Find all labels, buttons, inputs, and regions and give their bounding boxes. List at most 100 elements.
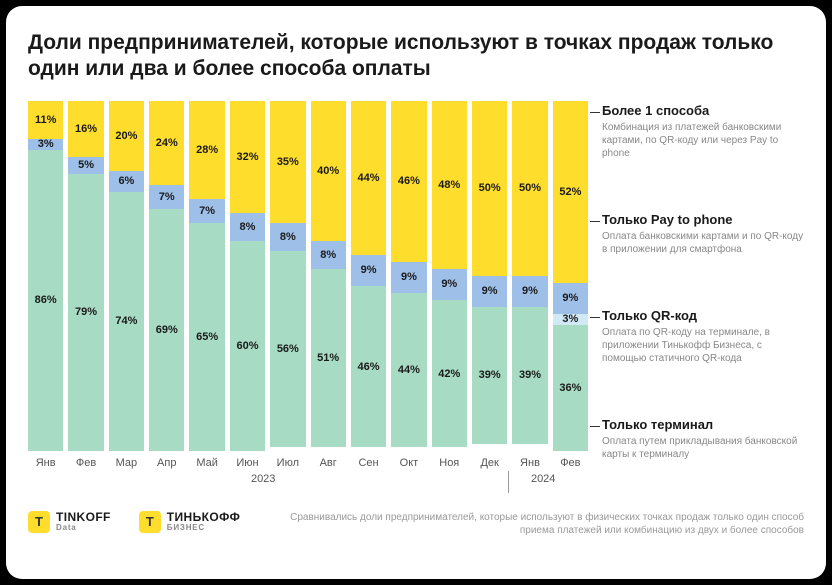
bar-segment-pay_to_phone: 8% [230,213,265,241]
footnote: Сравнивались доли предпринимателей, кото… [278,511,804,538]
chart-card: Доли предпринимателей, которые использую… [6,6,826,579]
bar-segment-qr_only: 3% [553,314,588,325]
chart-title: Доли предпринимателей, которые использую… [28,30,804,83]
bar-segment-pay_to_phone: 3% [28,139,63,150]
bar-segment-terminal_only: 42% [432,300,467,447]
x-axis-label: Янв [28,457,63,469]
legend-connector [590,426,600,427]
bar: 28%7%65% [189,101,224,451]
legend: Более 1 способа Комбинация из платежей ба… [602,101,804,491]
bar: 50%9%39% [472,101,507,451]
bar-segment-terminal_only: 51% [311,269,346,448]
x-axis-label: Янв [512,457,547,469]
bar-segment-more_than_one: 35% [270,101,305,224]
year-divider [508,471,509,493]
bar-segment-pay_to_phone: 6% [109,171,144,192]
logo-mark-icon: T [139,511,161,533]
bar: 24%7%69% [149,101,184,451]
x-axis-label: Дек [472,457,507,469]
year-label: 2023 [251,473,275,485]
bar-segment-terminal_only: 36% [553,325,588,451]
bar-segment-pay_to_phone: 9% [432,269,467,301]
x-axis-label: Апр [149,457,184,469]
bar: 46%9%44% [391,101,426,451]
bar-segment-more_than_one: 24% [149,101,184,185]
bar-segment-pay_to_phone: 5% [68,157,103,175]
bar-segment-terminal_only: 56% [270,251,305,447]
year-label: 2024 [531,473,555,485]
x-axis-label: Фев [553,457,588,469]
x-axis-label: Авг [311,457,346,469]
logo-mark-icon: T [28,511,50,533]
bar: 16%5%79% [68,101,103,451]
legend-desc: Оплата путем прикладывания банковской ка… [602,435,804,461]
bar-segment-pay_to_phone: 8% [270,223,305,251]
brand-logo: T ТИНЬКОФФБИЗНЕС [139,511,240,533]
bar-segment-more_than_one: 50% [472,101,507,276]
legend-item-pay_to_phone: Только Pay to phone Оплата банковскими ка… [602,212,804,256]
bar-segment-terminal_only: 65% [189,223,224,451]
legend-item-more_than_one: Более 1 способа Комбинация из платежей ба… [602,103,804,160]
bar-segment-pay_to_phone: 8% [311,241,346,269]
bar-segment-more_than_one: 48% [432,101,467,269]
logo-text: ТИНЬКОФФБИЗНЕС [167,511,240,533]
footer: T TINKOFFData T ТИНЬКОФФБИЗНЕС Сравнивались… [28,511,804,538]
x-axis-label: Мар [109,457,144,469]
legend-item-terminal_only: Только терминал Оплата путем прикладывани… [602,417,804,461]
bar: 35%8%56% [270,101,305,451]
legend-connector [590,221,600,222]
brand-logo: T TINKOFFData [28,511,111,533]
bar: 11%3%86% [28,101,63,451]
bar: 44%9%46% [351,101,386,451]
bar-segment-terminal_only: 39% [472,307,507,444]
legend-desc: Оплата по QR-коду на терминале, в прилож… [602,326,804,365]
bar: 50%9%39% [512,101,547,451]
bar-segment-more_than_one: 28% [189,101,224,199]
bar-segment-pay_to_phone: 7% [149,185,184,210]
bar-segment-terminal_only: 39% [512,307,547,444]
chart-area: 11%3%86%16%5%79%20%6%74%24%7%69%28%7%65%… [28,101,588,491]
bar-segment-more_than_one: 40% [311,101,346,241]
bar-segment-more_than_one: 16% [68,101,103,157]
x-axis-label: Окт [391,457,426,469]
bar: 32%8%60% [230,101,265,451]
legend-desc: Оплата банковскими картами и по QR-коду … [602,230,804,256]
legend-desc: Комбинация из платежей банковскими карта… [602,121,804,160]
legend-title: Только терминал [602,417,804,432]
bar-segment-more_than_one: 20% [109,101,144,171]
bar-segment-pay_to_phone: 9% [351,255,386,287]
legend-connector [590,112,600,113]
bar-segment-more_than_one: 11% [28,101,63,140]
x-axis-label: Ноя [432,457,467,469]
logo-text: TINKOFFData [56,511,111,533]
bar-segment-terminal_only: 44% [391,293,426,447]
legend-item-qr_only: Только QR-код Оплата по QR-коду на термин… [602,308,804,365]
bar-segment-pay_to_phone: 9% [553,283,588,315]
bar-segment-terminal_only: 86% [28,150,63,451]
bar-segment-more_than_one: 52% [553,101,588,283]
logos: T TINKOFFData T ТИНЬКОФФБИЗНЕС [28,511,240,533]
legend-connector [590,317,600,318]
legend-title: Только QR-код [602,308,804,323]
bar: 20%6%74% [109,101,144,451]
legend-title: Более 1 способа [602,103,804,118]
legend-title: Только Pay to phone [602,212,804,227]
x-axis-label: Май [189,457,224,469]
chart-wrap: 11%3%86%16%5%79%20%6%74%24%7%69%28%7%65%… [28,101,804,491]
bar-segment-terminal_only: 69% [149,209,184,451]
bar-segment-terminal_only: 46% [351,286,386,447]
bar-segment-pay_to_phone: 7% [189,199,224,224]
bar-segment-terminal_only: 60% [230,241,265,451]
bar: 52%9%3%36% [553,101,588,451]
bar-segment-more_than_one: 46% [391,101,426,262]
bar: 40%8%51% [311,101,346,451]
bar-segment-more_than_one: 50% [512,101,547,276]
x-axis-label: Июл [270,457,305,469]
bar-segment-pay_to_phone: 9% [472,276,507,308]
bar-segment-terminal_only: 74% [109,192,144,451]
bar-segment-more_than_one: 44% [351,101,386,255]
x-axis-label: Сен [351,457,386,469]
bar: 48%9%42% [432,101,467,451]
bar-segment-terminal_only: 79% [68,174,103,451]
x-axis-label: Фев [68,457,103,469]
